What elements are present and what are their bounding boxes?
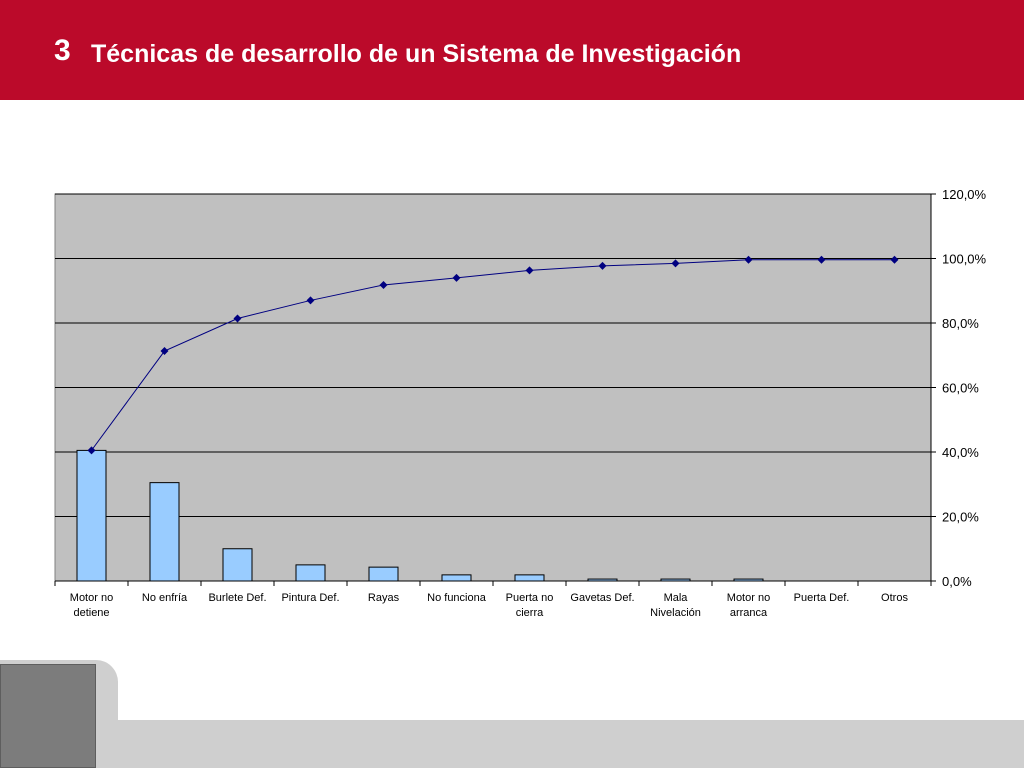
x-tick-label-line: No enfría [142, 592, 188, 604]
x-tick-label: Puerta Def. [794, 592, 850, 604]
line-marker [160, 347, 169, 356]
x-tick-label-line: Motor no [70, 592, 113, 604]
line-marker [671, 259, 680, 268]
x-tick-label: No funciona [427, 592, 487, 604]
y-tick-label: 60,0% [942, 381, 979, 396]
bar [441, 574, 472, 582]
bar [295, 564, 326, 582]
x-tick-label: Puerta no cierra [506, 592, 554, 619]
x-tick-label-line: No funciona [427, 592, 487, 604]
x-tick-label-line: cierra [516, 607, 544, 619]
slide-title: Técnicas de desarrollo de un Sistema de … [91, 40, 742, 68]
y-tick-label: 100,0% [942, 252, 987, 267]
x-tick-label-line: detiene [73, 607, 109, 619]
bar [149, 482, 180, 582]
slide-number: 3 [54, 34, 71, 67]
x-tick-label: Motor no detiene [70, 592, 113, 619]
line-marker [817, 255, 826, 264]
line-marker [306, 296, 315, 305]
x-tick-label: Gavetas Def. [570, 592, 634, 604]
pareto-chart: 0,0% 20,0% 40,0% 60,0% 80,0% 100,0% 120,0% Mot… [54, 187, 987, 619]
x-tick-label-line: arranca [730, 607, 768, 619]
y-tick-label: 40,0% [942, 445, 979, 460]
footer-square [0, 664, 96, 768]
footer-band [0, 720, 1024, 768]
line-marker [233, 314, 242, 323]
x-tick-label: Rayas [368, 592, 400, 604]
bar [514, 574, 545, 582]
bar [222, 548, 253, 582]
x-axis-category-labels: Motor no detiene No enfría Burlete Def. Pint… [70, 592, 909, 619]
cumulative-line-series [87, 255, 899, 455]
x-tick-label-line: Gavetas Def. [570, 592, 634, 604]
cumulative-line [91, 259, 895, 451]
gridlines [55, 193, 931, 517]
line-marker [598, 261, 607, 270]
bar [368, 566, 399, 582]
y-tick-label: 80,0% [942, 316, 979, 331]
x-tick-label: Otros [881, 592, 908, 604]
y-axis-tick-labels: 0,0% 20,0% 40,0% 60,0% 80,0% 100,0% 120,0% [942, 187, 987, 589]
line-marker [525, 266, 534, 275]
x-tick-label: Burlete Def. [208, 592, 266, 604]
line-marker [890, 255, 899, 264]
x-tick-label: Pintura Def. [281, 592, 339, 604]
y-tick-label: 0,0% [942, 574, 972, 589]
bar-series [76, 449, 764, 582]
x-tick-label-line: Puerta no [506, 592, 554, 604]
x-tick-label-line: Pintura Def. [281, 592, 339, 604]
x-tick-label-line: Puerta Def. [794, 592, 850, 604]
x-tick-label-line: Rayas [368, 592, 400, 604]
x-tick-label-line: Motor no [727, 592, 770, 604]
x-tick-label: Mala Nivelación [650, 592, 701, 619]
slide-header: 3 Técnicas de desarrollo de un Sistema d… [0, 0, 1024, 100]
x-tick-label: No enfría [142, 592, 188, 604]
y-tick-label: 120,0% [942, 187, 987, 202]
y-tick-label: 20,0% [942, 510, 979, 525]
bar [76, 449, 107, 582]
x-tick-label-line: Mala [664, 592, 689, 604]
x-tick-label-line: Burlete Def. [208, 592, 266, 604]
x-tick-label-line: Nivelación [650, 607, 701, 619]
line-marker [744, 255, 753, 264]
axes [54, 193, 936, 586]
x-tick-label: Motor no arranca [727, 592, 770, 619]
line-marker [379, 280, 388, 289]
x-tick-label-line: Otros [881, 592, 908, 604]
line-marker [452, 273, 461, 282]
line-marker [87, 446, 96, 455]
